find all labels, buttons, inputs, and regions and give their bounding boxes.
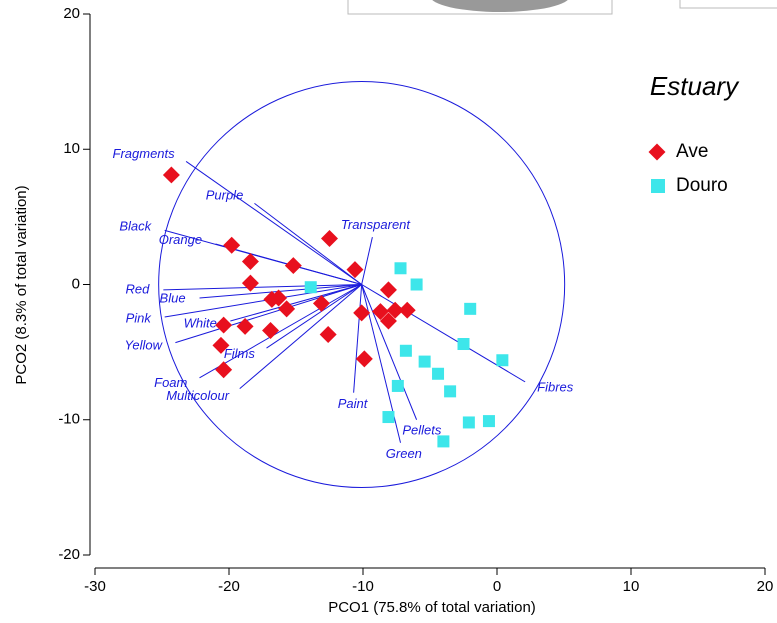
point bbox=[305, 281, 317, 293]
point bbox=[483, 415, 495, 427]
vector-label: Transparent bbox=[341, 217, 412, 232]
y-tick-label: 0 bbox=[72, 275, 80, 292]
point bbox=[444, 385, 456, 397]
point bbox=[285, 257, 302, 274]
vector bbox=[254, 203, 361, 284]
vector-label: Yellow bbox=[124, 338, 163, 353]
overlay-box bbox=[680, 0, 777, 8]
page: {"chart_data": {"type": "scatter", "x_la… bbox=[0, 0, 777, 623]
legend-label: Ave bbox=[676, 141, 708, 162]
vector-label: Paint bbox=[338, 396, 369, 411]
point bbox=[399, 302, 416, 319]
x-axis-title: PCO1 (75.8% of total variation) bbox=[328, 599, 536, 616]
point bbox=[392, 380, 404, 392]
point bbox=[321, 230, 338, 247]
y-tick-label: 10 bbox=[63, 140, 80, 157]
legend-label: Douro bbox=[676, 175, 728, 196]
vector-label: Black bbox=[119, 219, 152, 234]
point bbox=[496, 354, 508, 366]
vector-label: Orange bbox=[159, 232, 202, 247]
point bbox=[419, 356, 431, 368]
vector bbox=[354, 285, 362, 393]
point bbox=[411, 279, 423, 291]
vector-label: Pink bbox=[126, 310, 153, 325]
point bbox=[395, 262, 407, 274]
y-tick-label: -20 bbox=[58, 546, 80, 563]
x-tick-label: 20 bbox=[757, 578, 774, 595]
vector bbox=[240, 285, 362, 389]
y-axis-title: PCO2 (8.3% of total variation) bbox=[13, 185, 30, 384]
vector-label: Purple bbox=[206, 188, 244, 203]
point bbox=[432, 368, 444, 380]
y-tick-label: -10 bbox=[58, 411, 80, 428]
point bbox=[458, 338, 470, 350]
point bbox=[320, 326, 337, 343]
point bbox=[437, 435, 449, 447]
x-tick-label: -10 bbox=[352, 578, 374, 595]
x-tick-label: 10 bbox=[623, 578, 640, 595]
vector-label: Green bbox=[386, 446, 422, 461]
vector-label: White bbox=[184, 316, 217, 331]
vector-label: Films bbox=[224, 346, 256, 361]
point bbox=[463, 416, 475, 428]
vector-label: Red bbox=[125, 282, 150, 297]
legend-title: Estuary bbox=[650, 71, 740, 101]
point bbox=[215, 361, 232, 378]
legend-marker bbox=[649, 144, 666, 161]
point bbox=[223, 237, 240, 254]
point bbox=[215, 317, 232, 334]
vector-label: Blue bbox=[160, 290, 186, 305]
x-tick-label: 0 bbox=[493, 578, 501, 595]
point bbox=[400, 345, 412, 357]
point bbox=[356, 350, 373, 367]
chart: PCO1 (75.8% of total variation) PCO2 (8.… bbox=[0, 0, 777, 623]
vector bbox=[186, 161, 362, 284]
point bbox=[380, 281, 397, 298]
point bbox=[382, 411, 394, 423]
vector-label: Fragments bbox=[113, 146, 176, 161]
vector bbox=[362, 237, 373, 284]
vector-label: Multicolour bbox=[166, 388, 230, 403]
point bbox=[163, 166, 180, 183]
point bbox=[262, 322, 279, 339]
vector-label: Fibres bbox=[537, 379, 574, 394]
x-tick-label: -20 bbox=[218, 578, 240, 595]
y-tick-label: 20 bbox=[63, 5, 80, 22]
vector-label: Pellets bbox=[402, 422, 442, 437]
point bbox=[242, 275, 259, 292]
vector bbox=[362, 285, 525, 382]
point bbox=[237, 318, 254, 335]
x-tick-label: -30 bbox=[84, 578, 106, 595]
point bbox=[464, 303, 476, 315]
legend-marker bbox=[651, 179, 665, 193]
